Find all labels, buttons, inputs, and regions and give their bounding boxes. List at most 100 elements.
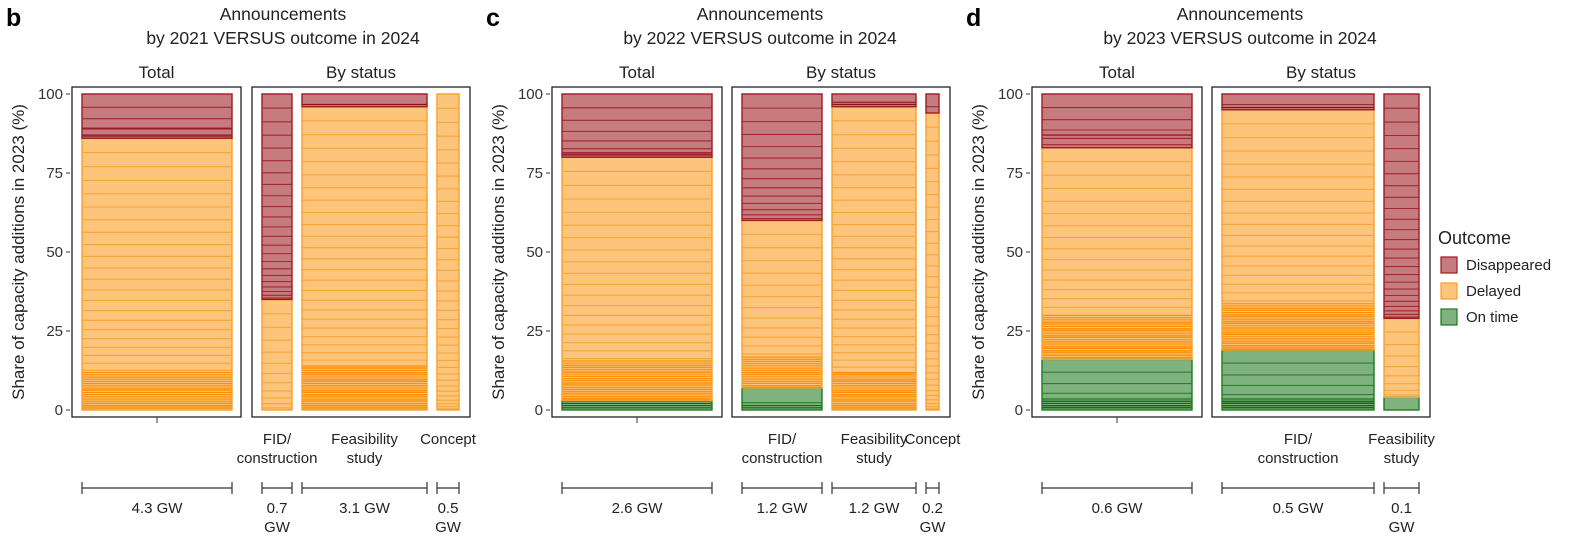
panel-title-line-1: Announcements — [220, 4, 347, 24]
bar-segment-outline — [261, 93, 293, 301]
bar-segment-delayed — [437, 94, 459, 410]
section-frame — [251, 86, 471, 418]
status-category-label-line: Concept — [420, 431, 477, 448]
panel-label: b — [6, 4, 21, 32]
capacity-scale: 4.3 GW — [81, 482, 233, 517]
y-axis-label: Share of capacity additions in 2023 (%) — [489, 104, 508, 400]
capacity-scale: 1.2 GW — [741, 482, 823, 517]
capacity-label-line: 0.6 GW — [1092, 500, 1144, 517]
capacity-scale: 0.5 GW — [435, 482, 462, 536]
bar-segment-delayed — [1384, 318, 1419, 398]
bar-segment-delayed — [742, 220, 822, 388]
capacity-label: 0.5 GW — [1273, 500, 1325, 517]
capacity-label-line: 1.2 GW — [849, 500, 901, 517]
status-category-label-line: Feasibility — [841, 431, 908, 448]
stacked-bar — [1221, 93, 1375, 411]
y-tick-label: 100 — [518, 86, 543, 103]
bar-segment-disappeared — [1384, 94, 1419, 319]
bar-segment-delayed — [82, 138, 232, 411]
capacity-scale: 0.5 GW — [1221, 482, 1375, 517]
capacity-scale: 3.1 GW — [301, 482, 428, 517]
panel-label: d — [966, 4, 981, 32]
status-category-label-line: FID/ — [768, 431, 797, 448]
capacity-label-line: 0.7 — [267, 500, 288, 517]
bar-segment-outline — [1383, 93, 1420, 320]
panel-title-line-2: by 2023 VERSUS outcome in 2024 — [1103, 28, 1377, 48]
capacity-label: 3.1 GW — [339, 500, 391, 517]
legend-swatch-delayed — [1440, 282, 1458, 300]
legend-swatch-disappeared — [1440, 256, 1458, 274]
capacity-scale: 0.2 GW — [920, 482, 947, 536]
status-category-label: FID/construction — [742, 431, 823, 467]
status-category-label: FID/construction — [237, 431, 318, 467]
bar-segment-outline — [925, 93, 940, 114]
stacked-bar — [436, 93, 460, 411]
legend-item-label: Delayed — [1466, 283, 1521, 300]
y-tick-label: 75 — [1006, 165, 1023, 182]
bar-segment-disappeared — [1222, 94, 1374, 110]
bar-segment-on-time — [742, 387, 822, 410]
status-category-label-line: construction — [237, 450, 318, 467]
y-tick-label: 50 — [1006, 244, 1023, 261]
capacity-label: 0.7 GW — [264, 500, 291, 536]
y-tick-label: 75 — [46, 165, 63, 182]
bar-segment-delayed — [562, 157, 712, 401]
bar-segment-on-time — [1042, 359, 1192, 410]
capacity-scale: 0.1 GW — [1383, 482, 1420, 536]
capacity-label-line: 1.2 GW — [757, 500, 809, 517]
status-category-label-line: construction — [742, 450, 823, 467]
capacity-label: 1.2 GW — [849, 500, 901, 517]
stacked-bar — [1383, 93, 1420, 411]
section-header: Total — [619, 63, 655, 82]
stacked-bar — [81, 93, 233, 411]
status-category-label-line: study — [347, 450, 383, 467]
bar-segment-outline — [1041, 93, 1193, 149]
y-tick-label: 0 — [55, 402, 63, 419]
capacity-label: 0.6 GW — [1092, 500, 1144, 517]
y-tick-label: 100 — [998, 86, 1023, 103]
bar-segment-on-time — [1384, 397, 1419, 410]
y-tick-label: 25 — [1006, 323, 1023, 340]
capacity-label-line: GW — [435, 519, 462, 536]
status-category-label-line: Feasibility — [1368, 431, 1435, 448]
panel-title-line-2: by 2022 VERSUS outcome in 2024 — [623, 28, 897, 48]
panel-title-line-1: Announcements — [1177, 4, 1304, 24]
capacity-label-line: 2.6 GW — [612, 500, 664, 517]
bar-segment-delayed — [1222, 109, 1374, 350]
y-tick-label: 25 — [46, 323, 63, 340]
capacity-label-line: 0.5 GW — [1273, 500, 1325, 517]
section-header: Total — [1099, 63, 1135, 82]
status-category-label: Feasibility study — [841, 431, 908, 467]
capacity-label: 0.2 GW — [920, 500, 947, 536]
stacked-bar — [831, 93, 917, 411]
status-category-label: Concept — [420, 431, 477, 448]
status-category-label-line: construction — [1258, 450, 1339, 467]
legend-swatch-on-time — [1440, 308, 1458, 326]
bar-segment-disappeared — [832, 94, 916, 107]
y-tick-label: 75 — [526, 165, 543, 182]
bar-segment-outline — [1221, 93, 1375, 111]
status-category-label-line: FID/ — [263, 431, 292, 448]
panel-label: c — [486, 4, 500, 32]
y-axis-label: Share of capacity additions in 2023 (%) — [969, 104, 988, 400]
capacity-scale: 0.6 GW — [1041, 482, 1193, 517]
section-header: Total — [139, 63, 175, 82]
bar-segment-delayed — [926, 112, 939, 411]
bar-segment-disappeared — [302, 94, 427, 107]
status-category-label: FID/construction — [1258, 431, 1339, 467]
chart-panel-c: c Announcements by 2022 VERSUS outcome in … — [486, 4, 961, 536]
bar-segment-disappeared — [562, 94, 712, 158]
section-header: By status — [806, 63, 876, 82]
capacity-label-line: GW — [264, 519, 291, 536]
stacked-bar — [261, 93, 293, 411]
stacked-bar — [301, 93, 428, 411]
legend-item-label: On time — [1466, 309, 1519, 326]
capacity-label-line: GW — [920, 519, 947, 536]
capacity-label-line: 4.3 GW — [132, 500, 184, 517]
bar-segment-outline — [436, 93, 460, 411]
section-header: By status — [1286, 63, 1356, 82]
capacity-label: 1.2 GW — [757, 500, 809, 517]
status-category-label-line: FID/ — [1284, 431, 1313, 448]
capacity-label-line: 3.1 GW — [339, 500, 391, 517]
